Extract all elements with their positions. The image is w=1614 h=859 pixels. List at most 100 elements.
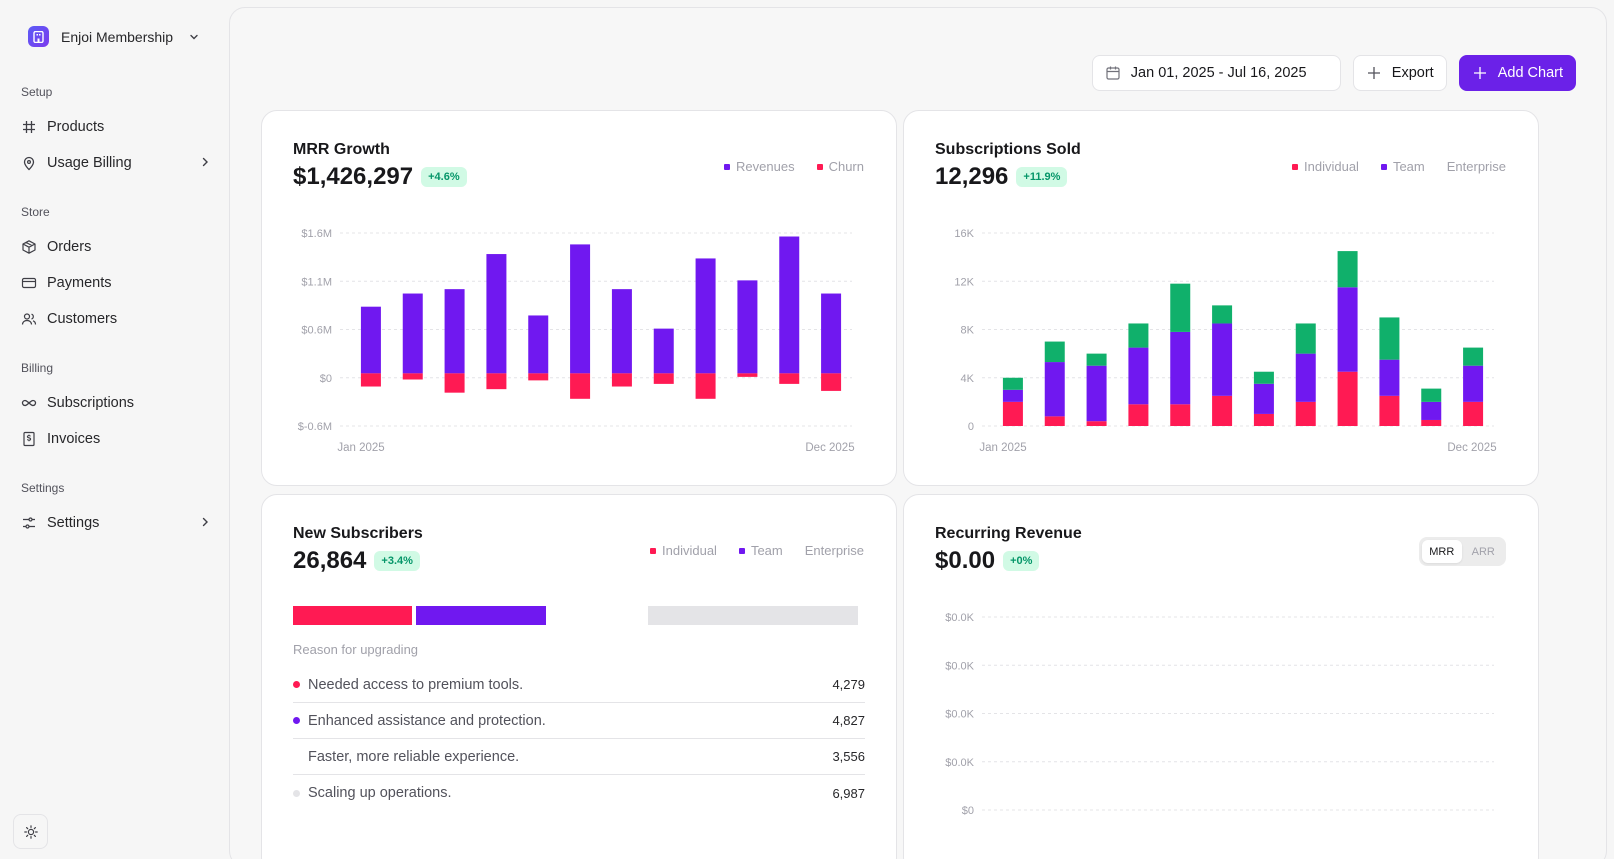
- nav-item-orders[interactable]: Orders: [21, 229, 211, 265]
- y-tick-label: $0: [320, 373, 332, 385]
- nav-item-usage-billing[interactable]: Usage Billing: [21, 145, 211, 181]
- chart-legend: Individual Team Enterprise: [1292, 159, 1506, 174]
- add-chart-label: Add Chart: [1497, 65, 1563, 81]
- card-value-row: $1,426,297 +4.6%: [293, 163, 467, 191]
- legend-item-individual: Individual: [1292, 159, 1359, 174]
- section-title: Store: [21, 205, 50, 219]
- y-tick-label: 8K: [961, 325, 975, 337]
- workspace-switcher[interactable]: Enjoi Membership: [28, 26, 199, 47]
- section-title: Billing: [21, 361, 54, 375]
- bar-churn: [444, 373, 465, 393]
- nav-section-settings: Settings Settings: [21, 481, 211, 541]
- chart-legend: Revenues Churn: [724, 159, 864, 174]
- bar-enterprise: [1002, 377, 1023, 390]
- legend-item-team: Team: [738, 543, 783, 558]
- toolbar: Jan 01, 2025 - Jul 16, 2025 Export Add C…: [1091, 55, 1576, 91]
- x-tick-label: Dec 2025: [805, 442, 854, 454]
- bar-team: [1212, 323, 1233, 396]
- nav-item-label: Orders: [47, 239, 92, 255]
- toggle-arr[interactable]: ARR: [1471, 545, 1495, 558]
- bar-individual: [1295, 401, 1316, 426]
- bar-team: [1128, 347, 1149, 405]
- y-tick-label: 0: [968, 421, 974, 433]
- bar-churn: [402, 373, 423, 380]
- bar-churn: [737, 373, 758, 377]
- bar-individual: [1170, 404, 1191, 426]
- add-chart-button[interactable]: Add Chart: [1458, 55, 1576, 91]
- bar-individual: [1463, 401, 1484, 426]
- legend-label: Individual: [1304, 159, 1359, 174]
- nav-item-label: Customers: [47, 311, 118, 327]
- y-tick-label: $1.1M: [301, 276, 332, 288]
- nav-item-settings[interactable]: Settings: [21, 505, 211, 541]
- legend-item-team: Team: [1380, 159, 1425, 174]
- hash-icon: [23, 121, 35, 133]
- reason-count: 6,987: [832, 785, 865, 801]
- reason-count: 4,279: [832, 677, 865, 692]
- bar-individual: [1379, 395, 1400, 426]
- nav-item-products[interactable]: Products: [21, 109, 211, 145]
- bar-team: [1002, 389, 1023, 402]
- bar-revenues: [486, 254, 507, 374]
- legend-label: Team: [750, 543, 783, 558]
- card-value: $1,426,297: [293, 163, 414, 190]
- bar-enterprise: [1086, 353, 1107, 366]
- bar-revenues: [695, 258, 716, 374]
- reason-dot: [293, 753, 300, 760]
- plus-icon: [1367, 67, 1380, 79]
- users-icon: [21, 313, 37, 325]
- bar-team: [1253, 383, 1274, 414]
- bar-enterprise: [1170, 283, 1191, 332]
- y-tick-label: 12K: [954, 276, 974, 288]
- legend-label: Enterprise: [804, 543, 864, 558]
- reasons-list: Needed access to premium tools. 4,279 Enh…: [293, 667, 865, 811]
- bar-enterprise: [1044, 341, 1065, 363]
- calendar-icon: [1106, 66, 1120, 80]
- nav-section-billing: Billing Subscriptions Invoices: [21, 361, 211, 457]
- infinity-icon: [21, 399, 37, 407]
- chevron-right-icon: [202, 517, 208, 527]
- nav-item-invoices[interactable]: Invoices: [21, 421, 211, 457]
- nav-item-payments[interactable]: Payments: [21, 265, 211, 301]
- bar-churn: [611, 373, 632, 387]
- new-subscribers-card: New Subscribers 26,864 +3.4% Individual …: [261, 494, 897, 859]
- nav-item-label: Products: [47, 119, 105, 135]
- reason-count: 3,556: [832, 749, 865, 764]
- plus-icon: [1473, 67, 1486, 79]
- bar-enterprise: [1379, 317, 1400, 360]
- legend-item-churn: Churn: [816, 159, 864, 174]
- bar-churn: [528, 373, 549, 381]
- legend-label: Individual: [662, 543, 717, 558]
- bar-individual: [1253, 413, 1274, 426]
- legend-label: Team: [1392, 159, 1425, 174]
- nav-section-setup: Setup Products Usage Billing: [21, 85, 211, 181]
- bar-team: [1086, 365, 1107, 422]
- sun-icon: [23, 824, 38, 839]
- change-badge: +0%: [1003, 551, 1040, 571]
- bar-revenues: [611, 289, 632, 374]
- bar-enterprise: [1295, 323, 1316, 354]
- bar-revenues: [737, 280, 758, 374]
- bar-revenues: [444, 289, 465, 374]
- nav-item-subscriptions[interactable]: Subscriptions: [21, 385, 211, 421]
- sliders-icon: [23, 517, 35, 529]
- bar-team: [1379, 359, 1400, 396]
- bar-churn: [570, 373, 591, 399]
- toggle-mrr[interactable]: MRR: [1422, 540, 1462, 563]
- card-title: Subscriptions Sold: [935, 141, 1081, 158]
- list-item: Scaling up operations. 6,987: [293, 775, 865, 811]
- export-button[interactable]: Export: [1352, 55, 1447, 91]
- x-tick-label: Jan 2025: [979, 442, 1026, 454]
- bar-revenues: [821, 293, 842, 374]
- date-range-picker[interactable]: Jan 01, 2025 - Jul 16, 2025: [1091, 55, 1341, 91]
- y-tick-label: $0.0K: [945, 757, 974, 769]
- bar-individual: [1128, 404, 1149, 426]
- reason-text: Faster, more reliable experience.: [308, 748, 520, 765]
- chart-legend: Individual Team Enterprise: [650, 543, 864, 558]
- theme-toggle-button[interactable]: [13, 814, 48, 849]
- reason-dot: [293, 789, 300, 797]
- nav-item-customers[interactable]: Customers: [21, 301, 211, 337]
- bar-churn: [779, 373, 800, 384]
- bar-revenues: [570, 244, 591, 374]
- y-tick-label: $0.0K: [945, 660, 974, 672]
